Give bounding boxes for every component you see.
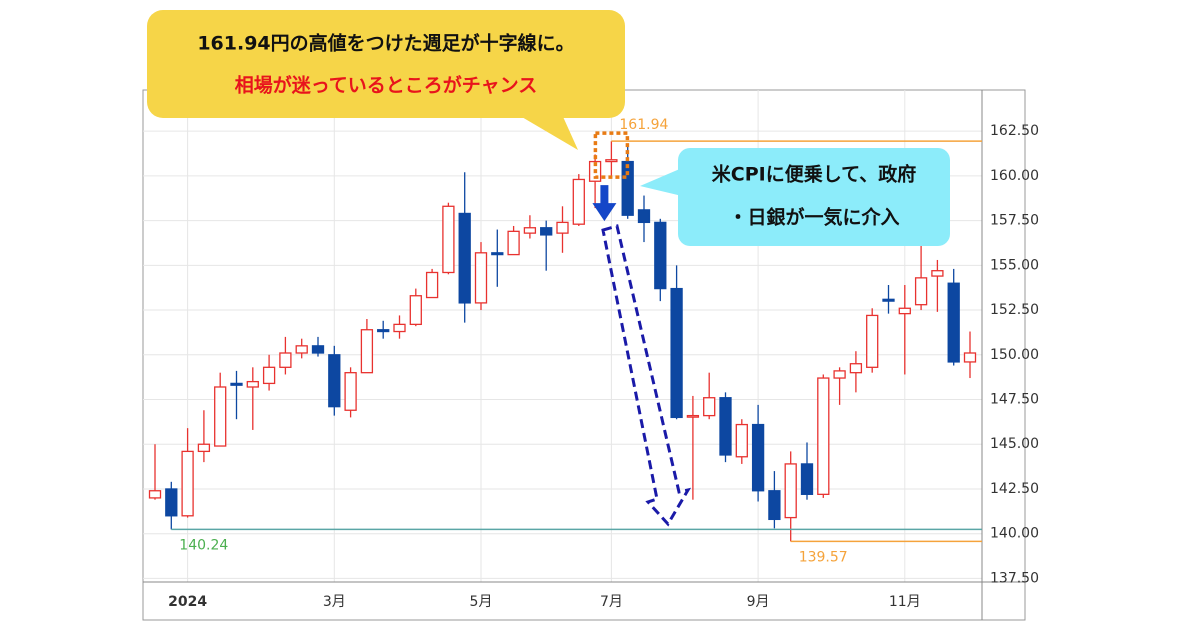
callout-text: 相場が迷っているところがチャンス — [235, 74, 537, 97]
candle-body — [474, 252, 488, 304]
callout-box — [147, 10, 625, 118]
candle-body — [800, 463, 814, 495]
y-tick-label: 145.00 — [990, 436, 1039, 452]
candle-body — [817, 377, 830, 495]
candle-body — [882, 298, 895, 302]
candle-body — [768, 490, 781, 521]
candle-body — [735, 423, 748, 458]
candle-body — [393, 323, 406, 333]
reference-label: 139.57 — [799, 549, 848, 565]
candle-body — [295, 345, 308, 354]
highlight-box — [593, 131, 630, 179]
candle-body — [165, 488, 178, 517]
candle-body — [360, 329, 374, 374]
candle-body — [556, 221, 569, 234]
y-tick-label: 152.50 — [990, 302, 1039, 318]
candle-body — [703, 397, 716, 417]
y-tick-label: 140.00 — [990, 526, 1039, 542]
y-tick-label: 160.00 — [990, 168, 1039, 184]
candle-body — [214, 386, 227, 447]
candle-body — [605, 159, 618, 163]
callout-box — [678, 148, 950, 246]
candle-body — [491, 252, 504, 256]
candle-body — [230, 382, 243, 386]
candle-body — [507, 230, 520, 256]
y-tick-label: 137.50 — [990, 570, 1039, 586]
reference-label: 140.24 — [179, 537, 228, 553]
candle-body — [442, 205, 455, 274]
callout-tail — [510, 110, 578, 150]
candle-body — [751, 423, 765, 492]
candle-body — [914, 277, 928, 306]
y-tick-label: 150.00 — [990, 347, 1039, 363]
candle-body — [425, 271, 439, 299]
candle-body — [719, 397, 732, 456]
callout-text: ・日銀が一気に介入 — [728, 206, 899, 229]
y-tick-label: 142.50 — [990, 481, 1039, 497]
x-tick-label: 2024 — [168, 594, 207, 610]
y-tick-label: 157.50 — [990, 213, 1039, 229]
candle-body — [833, 370, 846, 379]
candle-body — [246, 380, 259, 388]
candle-body — [540, 227, 553, 236]
candle-body — [148, 490, 162, 499]
callout-tail — [640, 168, 682, 196]
candle-body — [262, 366, 276, 385]
candle-body — [197, 443, 211, 453]
axis-labels: 137.50 140.00 142.50 145.00 147.50 150.00 152.… — [168, 117, 1039, 610]
candle-body — [572, 178, 585, 225]
x-tick-label: 3月 — [323, 594, 346, 610]
candle-body — [866, 314, 879, 368]
x-tick-label: 7月 — [600, 594, 623, 610]
callout-text: 161.94円の高値をつけた週足が十字線に。 — [197, 32, 574, 55]
candle-body — [328, 354, 341, 408]
candle-body — [931, 270, 944, 277]
fall-arrow — [601, 224, 692, 527]
x-tick-label: 9月 — [747, 594, 770, 610]
x-tick-label: 11月 — [889, 594, 921, 610]
y-tick-label: 162.50 — [990, 123, 1039, 139]
candle-body — [849, 363, 863, 374]
reference-label: 161.94 — [619, 117, 668, 133]
candle-body — [377, 329, 390, 333]
candle-body — [311, 345, 325, 354]
candle-body — [637, 209, 651, 224]
y-tick-label: 147.50 — [990, 392, 1039, 408]
callout-text: 米CPIに便乗して、政府 — [712, 163, 916, 186]
candle-body — [670, 287, 683, 419]
x-tick-label: 5月 — [470, 594, 493, 610]
candle-body — [686, 414, 700, 418]
candle-body — [898, 307, 911, 315]
y-tick-label: 155.00 — [990, 257, 1039, 273]
candle-body — [523, 227, 537, 234]
candle-body — [947, 282, 960, 363]
candle-body — [279, 352, 292, 368]
candle-body — [621, 160, 634, 216]
candle-body — [654, 221, 667, 290]
candle-body — [409, 295, 422, 326]
candle-body — [181, 450, 194, 517]
candle-body — [344, 372, 357, 411]
candle-body — [784, 463, 797, 519]
candle-body — [963, 352, 977, 363]
plot — [148, 131, 982, 543]
candle-body — [458, 212, 471, 304]
down-arrow — [592, 185, 617, 222]
